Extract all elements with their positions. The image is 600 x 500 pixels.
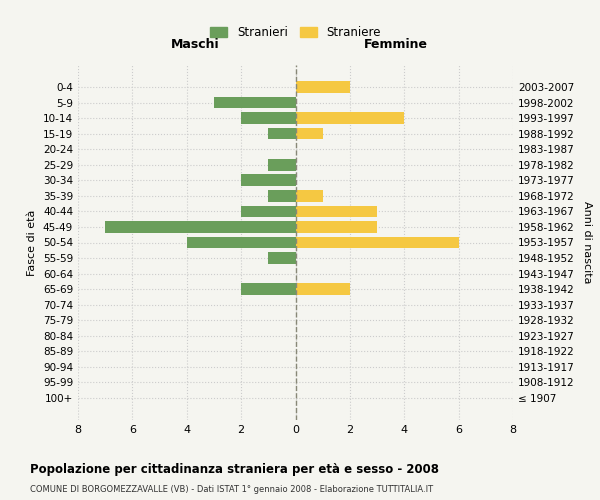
Bar xyxy=(241,174,296,186)
Bar xyxy=(268,159,296,170)
Bar xyxy=(296,284,350,295)
Bar xyxy=(268,128,296,140)
Legend: Stranieri, Straniere: Stranieri, Straniere xyxy=(205,21,386,44)
Text: Maschi: Maschi xyxy=(171,38,220,51)
Bar xyxy=(268,190,296,202)
Bar xyxy=(187,236,296,248)
Bar xyxy=(296,206,377,217)
Bar xyxy=(268,252,296,264)
Bar xyxy=(241,284,296,295)
Bar xyxy=(296,221,377,233)
Bar xyxy=(296,112,404,124)
Bar xyxy=(296,128,323,140)
Bar xyxy=(241,206,296,217)
Bar xyxy=(296,190,323,202)
Text: COMUNE DI BORGOMEZZAVALLE (VB) - Dati ISTAT 1° gennaio 2008 - Elaborazione TUTTI: COMUNE DI BORGOMEZZAVALLE (VB) - Dati IS… xyxy=(30,485,433,494)
Y-axis label: Fasce di età: Fasce di età xyxy=(28,210,37,276)
Text: Popolazione per cittadinanza straniera per età e sesso - 2008: Popolazione per cittadinanza straniera p… xyxy=(30,462,439,475)
Y-axis label: Anni di nascita: Anni di nascita xyxy=(581,201,592,284)
Bar xyxy=(105,221,296,233)
Text: Femmine: Femmine xyxy=(364,38,428,51)
Bar xyxy=(241,112,296,124)
Bar xyxy=(214,96,296,108)
Bar xyxy=(296,236,458,248)
Bar xyxy=(296,81,350,93)
